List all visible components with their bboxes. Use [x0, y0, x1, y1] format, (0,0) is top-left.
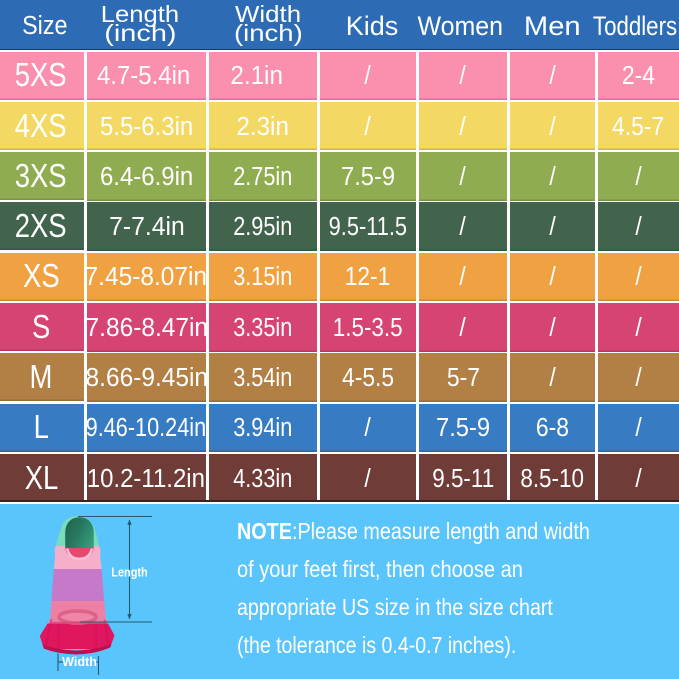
svg-text:Length: Length	[111, 565, 148, 580]
svg-text:Width: Width	[62, 654, 97, 669]
